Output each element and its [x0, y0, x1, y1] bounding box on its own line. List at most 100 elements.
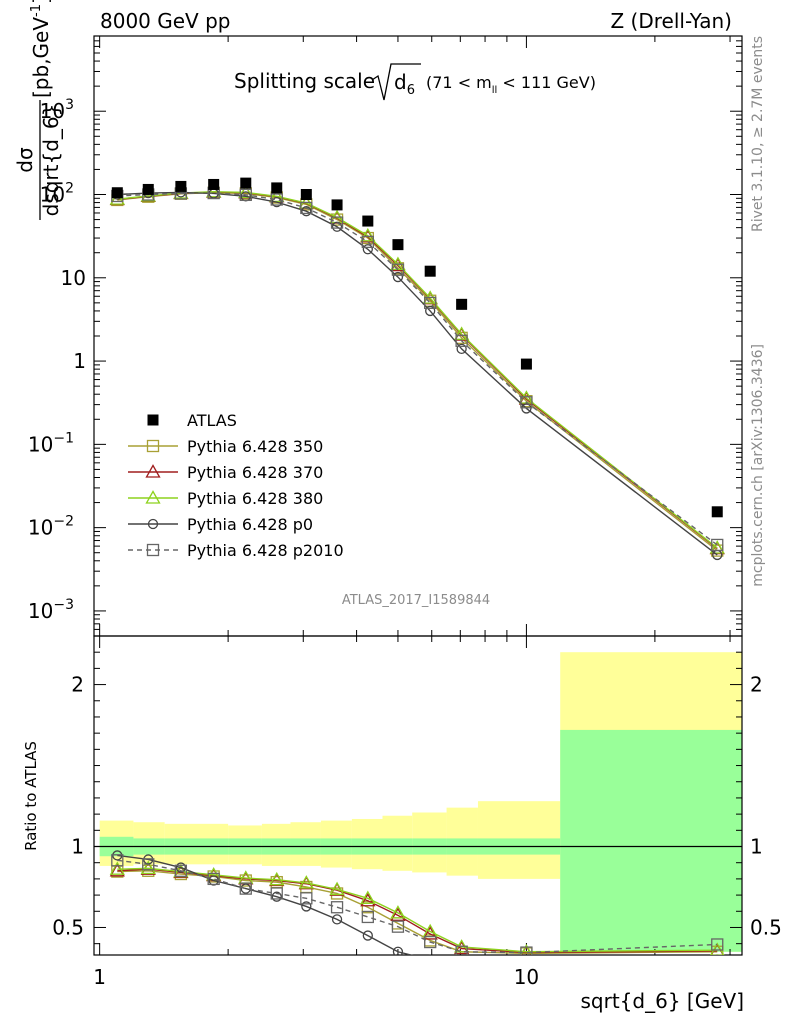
analysis-id: ATLAS_2017_I1589844: [342, 593, 490, 608]
series-point-pythia-6-428-p2010: [391, 263, 405, 276]
main-y-tick-label: 102: [40, 181, 74, 207]
atlas-data-point: [175, 180, 187, 192]
series-line-pythia-6-428-p2010: [117, 192, 718, 546]
series-point-pythia-6-428-p2010: [520, 396, 533, 409]
ratio-panel: 1 10 2 2 1 1 0.5 0.5: [52, 635, 782, 989]
main-ylabel: dσ dsqrt{d_6} [pb,GeV-1]: [13, 0, 63, 220]
ratio-point-pythia-6-428-380: [298, 875, 314, 889]
legend-marker: [145, 490, 161, 504]
atlas-data-point: [424, 265, 436, 277]
ratio-point-pythia-6-428-p2010: [455, 945, 468, 955]
series-point-pythia-6-428-p0: [456, 343, 467, 355]
ratio-point-pythia-6-428-p0: [524, 954, 529, 955]
x-tick-label: 10: [514, 965, 539, 989]
series-point-pythia-6-428-p2010: [361, 235, 374, 249]
ratio-point-pythia-6-428-p2010: [239, 882, 252, 895]
atlas-data-point: [711, 506, 723, 518]
main-y-tick-label: 10−1: [28, 430, 74, 456]
ratio-frame: [93, 635, 743, 956]
title-var: d6: [394, 70, 415, 98]
series-point-pythia-6-428-p2010: [300, 201, 313, 215]
ratio-point-pythia-6-428-380: [269, 871, 285, 886]
sqrt-symbol: [371, 63, 421, 101]
ratio-point-pythia-6-428-380: [109, 861, 125, 875]
atlas-data-point: [456, 298, 468, 310]
ratio-point-pythia-6-428-p2010: [520, 946, 533, 955]
atlas-data-point: [331, 199, 343, 211]
ratio-point-pythia-6-428-p2010: [300, 892, 313, 905]
series-point-pythia-6-428-p0: [301, 206, 312, 217]
ratio-point-pythia-6-428-370: [109, 862, 125, 877]
rivet-label: Rivet 3.1.10, ≥ 2.7M events: [750, 36, 766, 232]
ratio-point-pythia-6-428-p0: [175, 862, 187, 873]
legend-label: Pythia 6.428 370: [187, 463, 323, 482]
ratio-point-pythia-6-428-p2010: [330, 901, 344, 914]
series-point-pythia-6-428-p2010: [424, 296, 437, 310]
ratio-point-pythia-6-428-p0: [392, 946, 404, 955]
atlas-data-point: [520, 358, 532, 370]
x-axis-label: sqrt{d_6} [GeV]: [581, 989, 745, 1013]
series-point-pythia-6-428-p2010: [239, 188, 252, 202]
atlas-data-point: [271, 182, 283, 194]
series-point-pythia-6-428-p0: [362, 244, 373, 255]
main-y-tick-label: 10: [61, 266, 86, 290]
series-point-pythia-6-428-p0: [425, 305, 436, 317]
legend-entry: ATLAS: [147, 411, 237, 430]
ratio-band-inner-bin: [560, 729, 742, 952]
atlas-data-point: [300, 189, 312, 201]
legend-marker: [147, 518, 159, 530]
legend-entry: Pythia 6.428 380: [128, 489, 323, 508]
header-left: 8000 GeV pp: [100, 9, 231, 33]
legend-label: ATLAS: [187, 411, 237, 430]
ylabel-denominator: dsqrt{d_6}: [39, 104, 63, 217]
series-point-pythia-6-428-p0: [331, 221, 343, 232]
legend-label: Pythia 6.428 350: [187, 437, 323, 456]
series-point-pythia-6-428-p0: [392, 271, 404, 283]
atlas-data-point: [142, 183, 154, 195]
series-point-pythia-6-428-380: [360, 227, 376, 242]
ratio-point-pythia-6-428-380: [140, 860, 156, 875]
atlas-data-point: [392, 239, 404, 251]
ratio-point-pythia-6-428-p2010: [391, 920, 405, 933]
legend-entry: Pythia 6.428 370: [128, 463, 323, 482]
atlas-data-point: [240, 177, 252, 189]
series-point-pythia-6-428-380: [238, 184, 254, 199]
series-point-pythia-6-428-p2010: [270, 193, 283, 206]
legend: ATLAS Pythia 6.428 350 Pythia 6.428 370 Pyt…: [128, 411, 344, 560]
ratio-point-pythia-6-428-p0: [362, 930, 373, 941]
ratio-point-pythia-6-428-p0: [715, 954, 719, 955]
ratio-point-pythia-6-428-p2010: [207, 872, 220, 886]
series-point-pythia-6-428-p2010: [330, 216, 344, 229]
legend-marker: [145, 464, 161, 478]
ratio-point-pythia-6-428-p0: [457, 959, 466, 968]
ratio-point-pythia-6-428-380: [390, 905, 406, 919]
x-tick-label: 1: [93, 965, 106, 989]
ylabel-unit: [pb,GeV-1]: [29, 0, 53, 98]
plot-title-prefix: Splitting scale: [234, 69, 375, 93]
plot-title: Splitting scale: [234, 69, 375, 93]
legend-entry: Pythia 6.428 p2010: [128, 541, 344, 560]
atlas-data-point: [362, 215, 374, 227]
series-point-pythia-6-428-p2010: [711, 538, 724, 552]
ratio-point-pythia-6-428-p2010: [174, 864, 188, 877]
ratio-point-pythia-6-428-p0: [301, 901, 312, 912]
ratio-point-pythia-6-428-350: [711, 945, 724, 955]
ratio-y-tick-label: 2: [71, 673, 84, 697]
legend-entry: Pythia 6.428 350: [128, 437, 323, 456]
ratio-point-pythia-6-428-p2010: [361, 910, 374, 924]
legend-marker: [147, 414, 159, 426]
ratio-y-tick-label: 0.5: [52, 915, 84, 939]
series-point-pythia-6-428-380: [709, 540, 725, 554]
ratio-point-pythia-6-428-380: [520, 943, 533, 955]
ratio-y-tick-label-right: 0.5: [750, 915, 782, 939]
title-range: (71 < mll < 111 GeV): [426, 73, 596, 96]
ratio-point-pythia-6-428-380: [360, 890, 376, 904]
main-y-tick-label: 103: [40, 97, 74, 123]
series-point-pythia-6-428-380: [454, 326, 470, 340]
ratio-point-pythia-6-428-380: [329, 881, 345, 896]
legend-marker: [146, 543, 160, 557]
ratio-point-pythia-6-428-p0: [428, 954, 432, 955]
ratio-point-pythia-6-428-p2010: [424, 935, 437, 949]
